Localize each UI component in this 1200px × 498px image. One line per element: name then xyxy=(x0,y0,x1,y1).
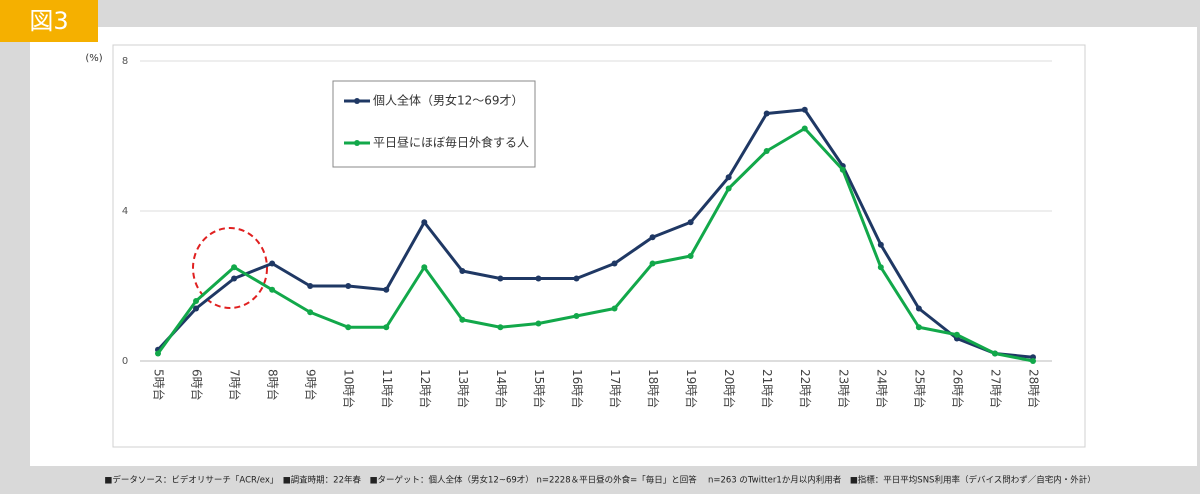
x-tick-label: 8時台 xyxy=(266,369,281,401)
data-point xyxy=(459,268,466,274)
x-tick-label: 5時台 xyxy=(152,369,167,401)
data-point xyxy=(497,275,504,282)
x-tick-label: 12時台 xyxy=(418,369,433,408)
legend-label: 個人全体（男女12～69才） xyxy=(373,93,524,108)
y-tick-label: 4 xyxy=(122,206,128,217)
x-tick-label: 14時台 xyxy=(494,369,509,408)
data-point xyxy=(421,264,428,271)
data-point xyxy=(649,234,656,241)
data-point xyxy=(383,286,390,293)
x-tick-label: 19時台 xyxy=(684,369,699,408)
x-tick-label: 26時台 xyxy=(950,369,965,408)
highlight-circle xyxy=(192,227,268,309)
legend-marker xyxy=(354,140,360,146)
data-point xyxy=(687,253,694,259)
data-point xyxy=(991,350,998,357)
data-point xyxy=(611,260,618,267)
data-point xyxy=(801,125,808,132)
data-point xyxy=(193,298,200,304)
data-point xyxy=(763,148,770,154)
x-tick-label: 13時台 xyxy=(456,369,471,408)
y-label: (%) xyxy=(85,53,102,64)
data-point xyxy=(231,264,238,271)
data-point xyxy=(801,106,808,113)
x-tick-label: 6時台 xyxy=(190,369,205,401)
x-tick-label: 20時台 xyxy=(722,369,737,408)
data-point xyxy=(649,260,656,267)
data-point xyxy=(763,110,770,117)
x-tick-label: 16時台 xyxy=(570,369,585,408)
data-point xyxy=(877,264,884,271)
data-point xyxy=(877,241,884,248)
data-point xyxy=(535,275,542,282)
x-tick-label: 21時台 xyxy=(760,369,775,408)
x-tick-label: 9時台 xyxy=(304,369,319,401)
x-tick-label: 22時台 xyxy=(798,369,813,408)
footnote: ■データソース：ビデオリサーチ「ACR/ex」 ■調査時期：22年春 ■ターゲッ… xyxy=(104,475,1095,486)
data-point xyxy=(725,174,732,181)
data-point xyxy=(1030,358,1036,364)
legend-label: 平日昼にほぼ毎日外食する人 xyxy=(373,135,529,150)
x-tick-label: 18時台 xyxy=(646,369,661,408)
legend xyxy=(332,80,536,168)
x-tick-label: 15時台 xyxy=(532,369,547,408)
data-point xyxy=(839,166,846,173)
x-tick-label: 27時台 xyxy=(988,369,1003,408)
series-line xyxy=(156,108,1034,359)
data-point xyxy=(269,286,276,293)
data-point xyxy=(421,219,428,226)
panel xyxy=(30,27,1197,466)
series-line xyxy=(156,127,1034,363)
x-tick-label: 17時台 xyxy=(608,369,623,408)
x-tick-label: 7時台 xyxy=(228,369,243,401)
data-point xyxy=(725,185,732,192)
x-tick-label: 11時台 xyxy=(380,369,395,408)
figure-tag xyxy=(0,0,98,42)
data-point xyxy=(497,324,504,331)
legend-marker xyxy=(354,98,360,104)
data-point xyxy=(231,275,238,282)
data-point xyxy=(573,313,580,319)
x-tick-label: 28時台 xyxy=(1027,369,1042,408)
data-point xyxy=(611,305,618,312)
data-point xyxy=(535,320,542,327)
data-point xyxy=(459,316,466,323)
data-point xyxy=(345,324,352,331)
data-point xyxy=(345,283,352,289)
data-point xyxy=(307,309,314,316)
data-point xyxy=(383,324,390,331)
data-point xyxy=(193,305,200,312)
x-tick-label: 24時台 xyxy=(874,369,889,408)
data-point xyxy=(915,324,922,331)
x-tick-label: 25時台 xyxy=(912,369,927,408)
y-tick-label: 0 xyxy=(122,356,128,367)
data-point xyxy=(573,275,580,282)
data-point xyxy=(307,283,314,289)
data-point xyxy=(953,331,960,338)
x-tick-label: 10時台 xyxy=(342,369,357,408)
data-point xyxy=(155,350,161,357)
plot-frame xyxy=(112,44,1086,448)
data-point xyxy=(915,305,922,312)
y-tick-label: 8 xyxy=(122,56,128,67)
figure-label: 図3 xyxy=(29,7,68,35)
x-tick-label: 23時台 xyxy=(836,369,851,408)
data-point xyxy=(269,260,276,267)
data-point xyxy=(687,219,694,226)
